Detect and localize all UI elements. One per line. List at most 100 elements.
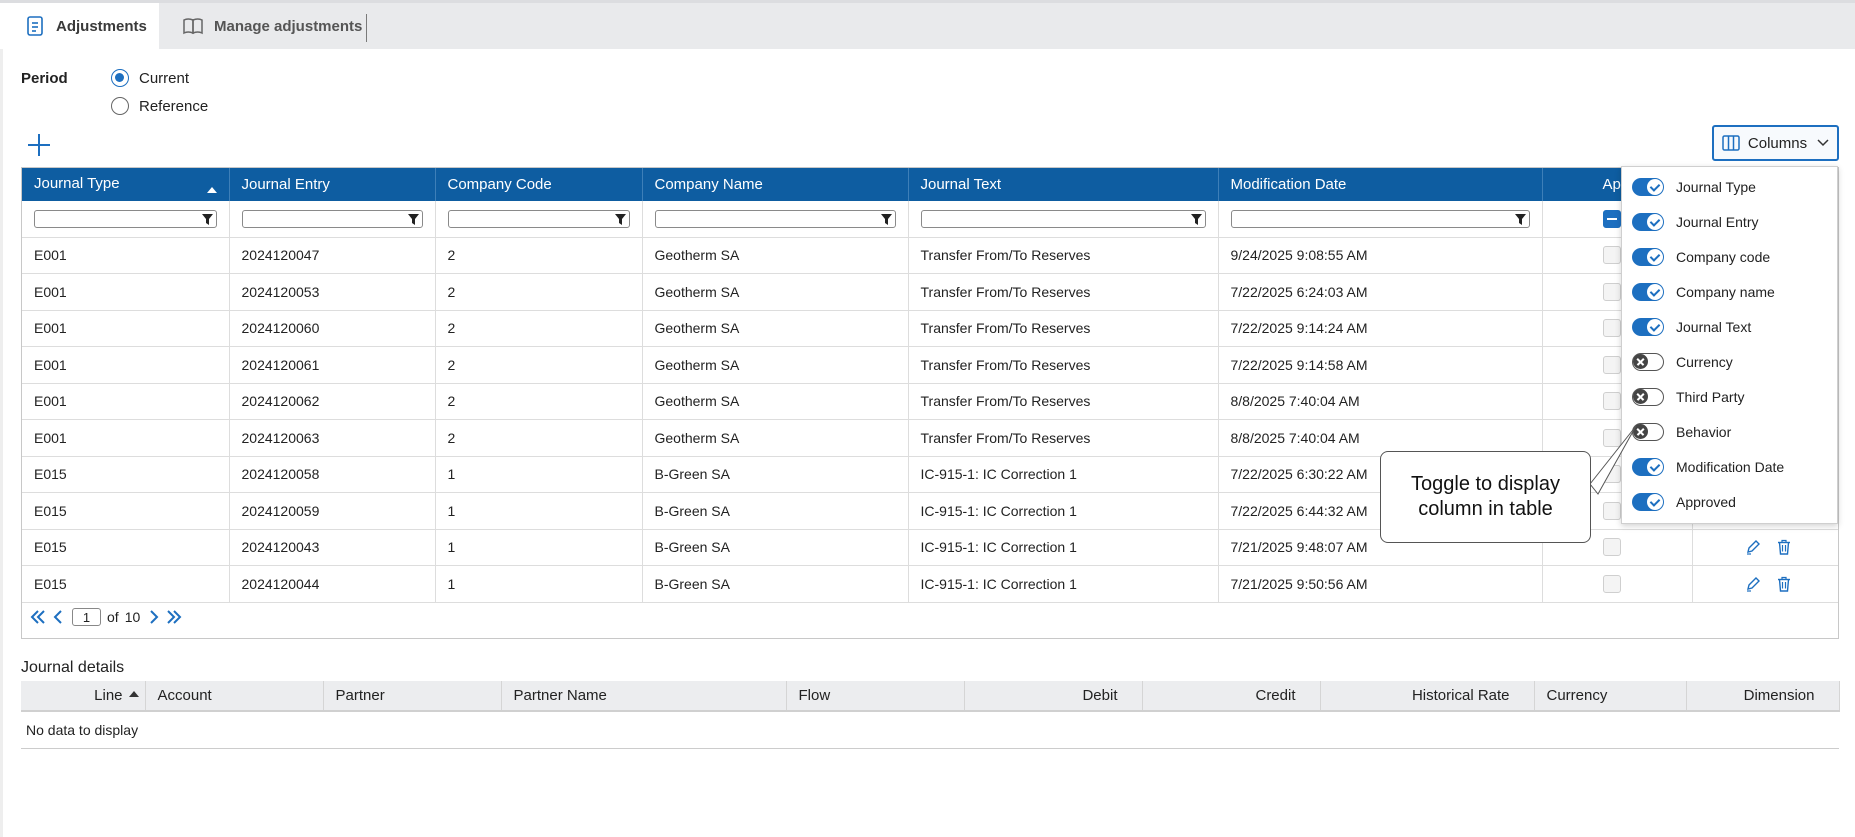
toggle-on-icon[interactable] bbox=[1632, 213, 1664, 231]
column-header-currency[interactable]: Currency bbox=[1534, 681, 1687, 712]
approved-checkbox[interactable] bbox=[1602, 282, 1621, 301]
column-header-company-code[interactable]: Company Code bbox=[435, 168, 643, 201]
column-header-credit[interactable]: Credit bbox=[1142, 681, 1321, 712]
toggle-knob bbox=[1647, 494, 1663, 510]
cell-text: IC-915-1: IC Correction 1 bbox=[908, 456, 1219, 493]
column-toggle-item[interactable]: Journal Text bbox=[1632, 316, 1751, 338]
toggle-knob bbox=[1647, 319, 1663, 335]
period-radio-current[interactable]: Current bbox=[111, 69, 189, 87]
delete-icon[interactable] bbox=[1776, 576, 1792, 592]
column-header-journal-entry[interactable]: Journal Entry bbox=[229, 168, 436, 201]
column-header-modification-date[interactable]: Modification Date bbox=[1218, 168, 1543, 201]
toggle-on-icon[interactable] bbox=[1632, 283, 1664, 301]
filter-company-code-input[interactable] bbox=[447, 209, 630, 228]
cell-entry: 2024120058 bbox=[229, 456, 436, 493]
table-row[interactable]: E001 2024120047 2 Geotherm SA Transfer From/… bbox=[22, 237, 1838, 274]
toggle-knob bbox=[1647, 214, 1663, 230]
approved-checkbox[interactable] bbox=[1602, 319, 1621, 338]
filter-journal-text-input[interactable] bbox=[920, 209, 1206, 228]
column-header-partner-name[interactable]: Partner Name bbox=[501, 681, 787, 712]
column-header-account[interactable]: Account bbox=[145, 681, 324, 712]
edit-icon[interactable] bbox=[1745, 576, 1761, 592]
approved-checkbox[interactable] bbox=[1602, 246, 1621, 265]
pager: 1 of 10 bbox=[30, 608, 182, 626]
cell-date: 7/22/2025 6:24:03 AM bbox=[1218, 273, 1543, 311]
toggle-off-icon[interactable] bbox=[1632, 423, 1664, 441]
column-toggle-item[interactable]: Modification Date bbox=[1632, 456, 1784, 478]
approved-checkbox[interactable] bbox=[1602, 538, 1621, 557]
filter-cell bbox=[435, 201, 643, 238]
table-row[interactable]: E001 2024120062 2 Geotherm SA Transfer From/… bbox=[22, 383, 1838, 420]
period-radio-reference[interactable]: Reference bbox=[111, 97, 208, 115]
filter-modification-date-input[interactable] bbox=[1230, 209, 1530, 228]
column-header-debit[interactable]: Debit bbox=[964, 681, 1143, 712]
filter-company-name-input[interactable] bbox=[654, 209, 896, 228]
first-page-icon[interactable] bbox=[30, 609, 46, 625]
cell-type: E001 bbox=[22, 237, 230, 274]
table-row[interactable]: E001 2024120061 2 Geotherm SA Transfer From/… bbox=[22, 346, 1838, 384]
approved-checkbox[interactable] bbox=[1602, 501, 1621, 520]
approved-checkbox[interactable] bbox=[1602, 392, 1621, 411]
toggle-on-icon[interactable] bbox=[1632, 178, 1664, 196]
filter-journal-type-input[interactable] bbox=[34, 209, 217, 228]
cell-text: Transfer From/To Reserves bbox=[908, 346, 1219, 384]
column-toggle-item[interactable]: Third Party bbox=[1632, 386, 1744, 408]
columns-button[interactable]: Columns bbox=[1712, 125, 1839, 161]
plus-icon[interactable] bbox=[26, 132, 52, 158]
filter-journal-entry-input[interactable] bbox=[241, 209, 423, 228]
table-row[interactable]: E001 2024120060 2 Geotherm SA Transfer From/… bbox=[22, 310, 1838, 347]
cell-name: Geotherm SA bbox=[642, 419, 909, 457]
toggle-on-icon[interactable] bbox=[1632, 493, 1664, 511]
column-toggle-item[interactable]: Approved bbox=[1632, 491, 1736, 513]
column-header-partner[interactable]: Partner bbox=[323, 681, 502, 712]
select-all-checkbox[interactable] bbox=[1602, 209, 1621, 228]
column-header-historical-rate[interactable]: Historical Rate bbox=[1320, 681, 1535, 712]
table-row[interactable]: E015 2024120044 1 B-Green SA IC-915-1: IC Co… bbox=[22, 565, 1838, 603]
column-toggle-item[interactable]: Currency bbox=[1632, 351, 1733, 373]
column-toggle-item[interactable]: Company name bbox=[1632, 281, 1775, 303]
table-row[interactable]: E015 2024120043 1 B-Green SA IC-915-1: IC Co… bbox=[22, 529, 1838, 566]
cell-name: Geotherm SA bbox=[642, 273, 909, 311]
column-toggle-item[interactable]: Company code bbox=[1632, 246, 1770, 268]
column-header-line[interactable]: Line bbox=[21, 681, 146, 712]
approved-checkbox[interactable] bbox=[1602, 428, 1621, 447]
toggle-on-icon[interactable] bbox=[1632, 458, 1664, 476]
tab-manage-adjustments[interactable]: Manage adjustments bbox=[178, 3, 368, 49]
filter-icon[interactable] bbox=[880, 213, 893, 226]
column-toggle-item[interactable]: Journal Entry bbox=[1632, 211, 1758, 233]
previous-page-icon[interactable] bbox=[50, 609, 66, 625]
page-number-input[interactable]: 1 bbox=[72, 608, 101, 626]
toggle-knob bbox=[1647, 249, 1663, 265]
filter-icon[interactable] bbox=[614, 213, 627, 226]
toggle-off-icon[interactable] bbox=[1632, 353, 1664, 371]
column-toggle-label: Journal Entry bbox=[1676, 214, 1759, 230]
toggle-on-icon[interactable] bbox=[1632, 318, 1664, 336]
column-header-journal-text[interactable]: Journal Text bbox=[908, 168, 1219, 201]
last-page-icon[interactable] bbox=[166, 609, 182, 625]
edit-icon[interactable] bbox=[1745, 539, 1761, 555]
next-page-icon[interactable] bbox=[146, 609, 162, 625]
delete-icon[interactable] bbox=[1776, 539, 1792, 555]
filter-icon[interactable] bbox=[1190, 213, 1203, 226]
toggle-off-icon[interactable] bbox=[1632, 388, 1664, 406]
column-toggle-item[interactable]: Journal Type bbox=[1632, 176, 1756, 198]
approved-checkbox[interactable] bbox=[1602, 355, 1621, 374]
tab-adjustments[interactable]: Adjustments bbox=[0, 3, 159, 49]
cell-name: B-Green SA bbox=[642, 565, 909, 603]
filter-icon[interactable] bbox=[201, 213, 214, 226]
column-header-journal-type[interactable]: Journal Type bbox=[22, 168, 230, 201]
column-header-dimension[interactable]: Dimension bbox=[1686, 681, 1840, 712]
table-row[interactable]: E001 2024120063 2 Geotherm SA Transfer From/… bbox=[22, 419, 1838, 457]
column-toggle-item[interactable]: Behavior bbox=[1632, 421, 1731, 443]
table-row[interactable]: E001 2024120053 2 Geotherm SA Transfer From/… bbox=[22, 273, 1838, 311]
column-header-company-name[interactable]: Company Name bbox=[642, 168, 909, 201]
cell-text: Transfer From/To Reserves bbox=[908, 237, 1219, 274]
filter-icon[interactable] bbox=[1514, 213, 1527, 226]
column-header-flow[interactable]: Flow bbox=[786, 681, 965, 712]
filter-cell bbox=[908, 201, 1219, 238]
filter-icon[interactable] bbox=[407, 213, 420, 226]
approved-checkbox[interactable] bbox=[1602, 574, 1621, 593]
chevron-down-icon bbox=[1817, 139, 1829, 147]
toggle-knob bbox=[1633, 354, 1648, 369]
toggle-on-icon[interactable] bbox=[1632, 248, 1664, 266]
